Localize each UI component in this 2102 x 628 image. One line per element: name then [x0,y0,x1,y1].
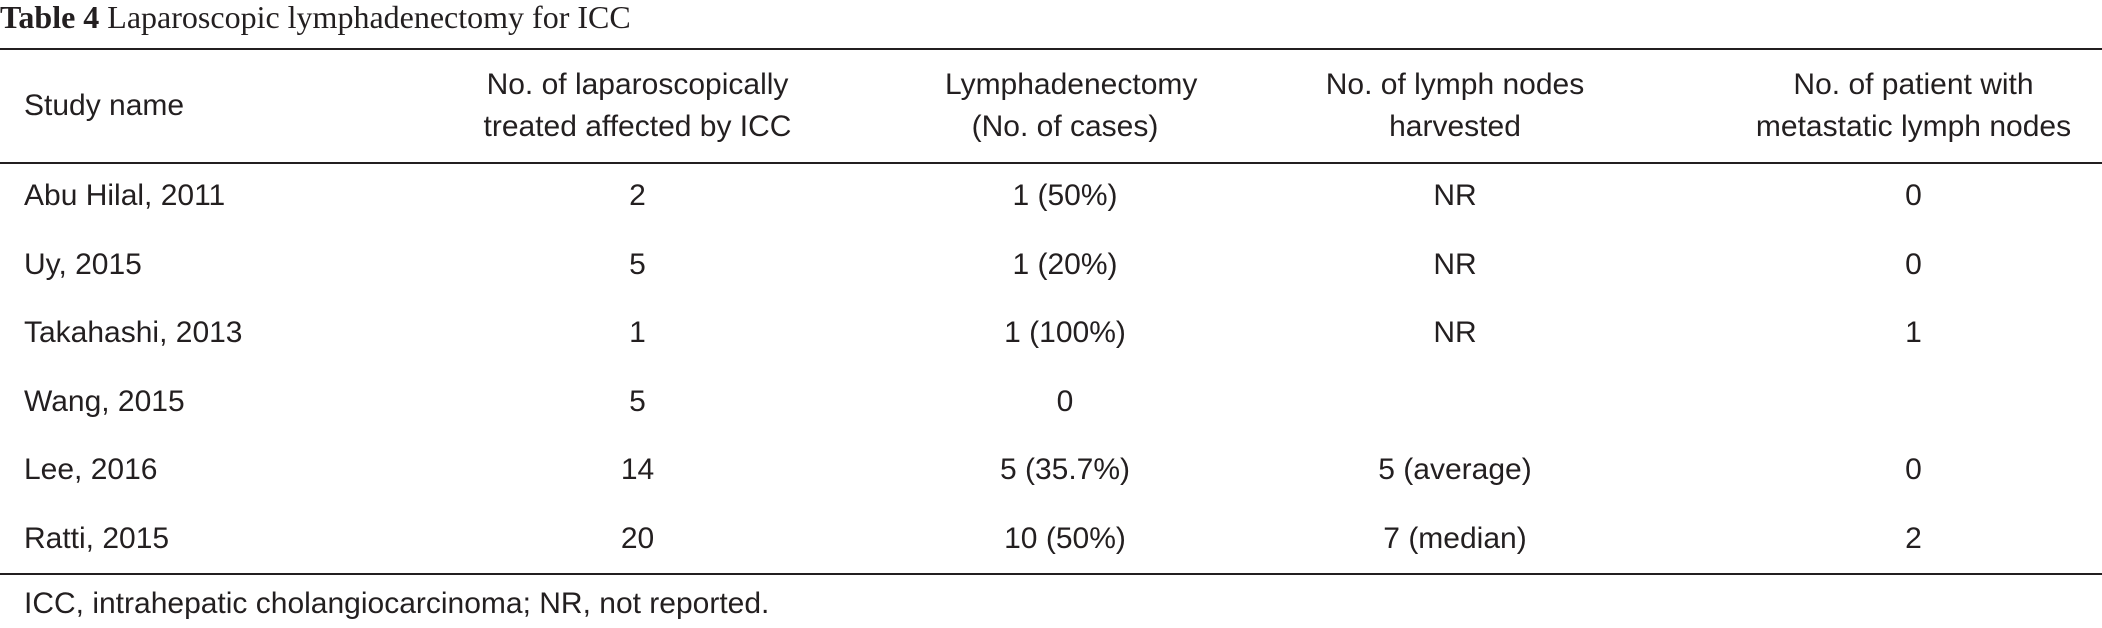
cell-lymphadenectomy: 10 (50%) [1004,521,1126,555]
cell-metastatic-patients: 1 [1905,316,1922,350]
table-row: Lee, 2016 14 5 (35.7%) 5 (average) 0 [0,436,2102,505]
column-header-line: harvested [1389,110,1521,143]
cell-metastatic-patients: 2 [1905,521,1922,555]
cell-nodes-harvested: 7 (median) [1383,521,1527,555]
cell-study-name: Wang, 2015 [24,384,185,418]
cell-treated-count: 5 [629,384,646,418]
column-header-line: metastatic lymph nodes [1755,110,2072,143]
column-header-line: (No. of cases) [971,110,1159,143]
table-row: Wang, 2015 5 0 [0,368,2102,437]
column-header-line: Study name [24,89,185,122]
table-row: Takahashi, 2013 1 1 (100%) NR 1 [0,299,2102,368]
cell-treated-count: 20 [620,521,655,555]
cell-nodes-harvested: NR [1433,316,1477,350]
table-caption: Table 4 Laparoscopic lymphadenectomy for… [0,0,631,38]
column-header-line: No. of lymph nodes [1325,68,1585,101]
column-header-metastatic-patients: No. of patient with metastatic lymph nod… [1725,50,2102,162]
cell-nodes-harvested [1185,368,1725,437]
cell-study-name: Ratti, 2015 [24,521,170,555]
column-header-line: No. of laparoscopically [486,68,789,101]
column-header-study-name: Study name [0,50,330,162]
cell-metastatic-patients: 0 [1905,179,1922,213]
column-header-lymph-nodes-harvested: No. of lymph nodes harvested [1185,50,1725,162]
cell-treated-count: 1 [629,316,646,350]
cell-nodes-harvested: NR [1433,179,1477,213]
cell-metastatic-patients [1725,368,2102,437]
cell-lymphadenectomy: 5 (35.7%) [999,453,1131,487]
cell-lymphadenectomy: 1 (50%) [1012,179,1118,213]
cell-study-name: Lee, 2016 [24,453,158,487]
table-row: Abu Hilal, 2011 2 1 (50%) NR 0 [0,162,2102,231]
column-header-lymphadenectomy: Lymphadenectomy (No. of cases) [945,50,1197,162]
column-header-line: No. of patient with [1793,68,2034,101]
cell-lymphadenectomy: 0 [1056,384,1074,418]
table-footnote: ICC, intrahepatic cholangiocarcinoma; NR… [24,587,770,620]
column-header-line: treated affected by ICC [483,110,792,143]
cell-treated-count: 2 [629,179,646,213]
cell-metastatic-patients: 0 [1905,453,1922,487]
cell-study-name: Abu Hilal, 2011 [24,179,226,213]
cell-lymphadenectomy: 1 (20%) [1012,247,1118,281]
cell-nodes-harvested: NR [1433,247,1477,281]
header-row: Study name No. of laparoscopically treat… [0,50,2102,162]
header-rule [0,162,2102,164]
table-row: Ratti, 2015 20 10 (50%) 7 (median) 2 [0,505,2102,574]
cell-metastatic-patients: 0 [1905,247,1922,281]
bottom-rule [0,573,2102,575]
table-title: Laparoscopic lymphadenectomy for ICC [107,0,631,35]
top-rule [0,48,2102,50]
cell-nodes-harvested: 5 (average) [1378,453,1532,487]
cell-treated-count: 14 [620,453,655,487]
data-table: Study name No. of laparoscopically treat… [0,50,2102,573]
cell-lymphadenectomy: 1 (100%) [1004,316,1126,350]
column-header-line: Lymphadenectomy [945,68,1198,101]
column-header-laparoscopically-treated: No. of laparoscopically treated affected… [330,50,945,162]
table-row: Uy, 2015 5 1 (20%) NR 0 [0,231,2102,300]
table-label: Table 4 [0,0,100,35]
cell-study-name: Takahashi, 2013 [24,316,243,350]
cell-treated-count: 5 [629,247,646,281]
cell-study-name: Uy, 2015 [24,247,142,281]
